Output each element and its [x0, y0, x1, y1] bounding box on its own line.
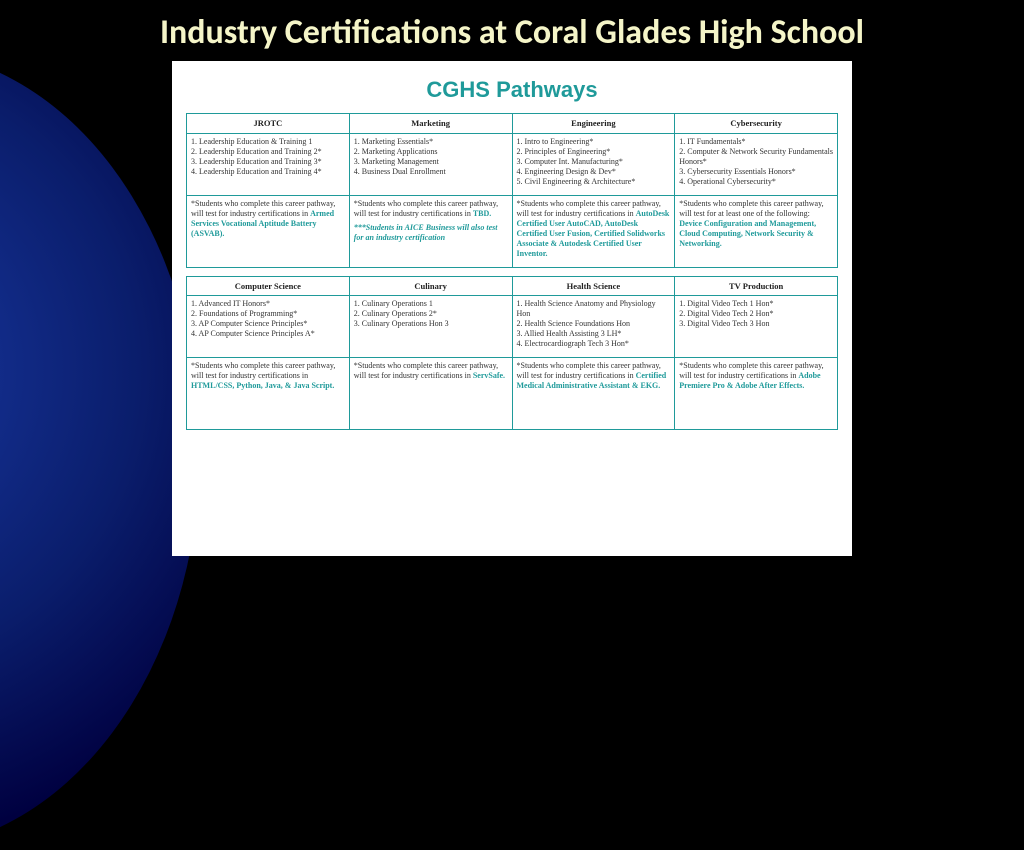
- pathway-certification: *Students who complete this career pathw…: [512, 358, 675, 430]
- card-title: CGHS Pathways: [186, 71, 838, 113]
- pathway-courses: 1. Health Science Anatomy and Physiology…: [512, 296, 675, 358]
- pathway-header: Marketing: [349, 114, 512, 134]
- content-card: CGHS Pathways JROTCMarketingEngineeringC…: [172, 61, 852, 556]
- pathway-certification: *Students who complete this career pathw…: [349, 358, 512, 430]
- pathways-table-row1: JROTCMarketingEngineeringCybersecurity 1…: [186, 113, 838, 268]
- pathway-courses: 1. Intro to Engineering*2. Principles of…: [512, 133, 675, 195]
- pathway-header: Cybersecurity: [675, 114, 838, 134]
- pathway-courses: 1. Marketing Essentials*2. Marketing App…: [349, 133, 512, 195]
- pathway-courses: 1. Leadership Education & Training 12. L…: [187, 133, 350, 195]
- pathway-courses: 1. IT Fundamentals*2. Computer & Network…: [675, 133, 838, 195]
- pathway-header: Engineering: [512, 114, 675, 134]
- pathway-courses: 1. Advanced IT Honors*2. Foundations of …: [187, 296, 350, 358]
- slide-title: Industry Certifications at Coral Glades …: [0, 0, 1024, 61]
- pathway-certification: *Students who complete this career pathw…: [512, 195, 675, 267]
- pathway-courses: 1. Digital Video Tech 1 Hon*2. Digital V…: [675, 296, 838, 358]
- pathways-table-row2: Computer ScienceCulinaryHealth ScienceTV…: [186, 276, 838, 431]
- pathway-certification: *Students who complete this career pathw…: [675, 195, 838, 267]
- background-arc: [0, 50, 200, 850]
- pathway-header: Health Science: [512, 276, 675, 296]
- pathway-certification: *Students who complete this career pathw…: [187, 358, 350, 430]
- pathway-header: TV Production: [675, 276, 838, 296]
- pathway-certification: *Students who complete this career pathw…: [187, 195, 350, 267]
- pathway-header: Culinary: [349, 276, 512, 296]
- pathway-certification: *Students who complete this career pathw…: [675, 358, 838, 430]
- pathway-courses: 1. Culinary Operations 12. Culinary Oper…: [349, 296, 512, 358]
- pathway-certification: *Students who complete this career pathw…: [349, 195, 512, 267]
- pathway-header: Computer Science: [187, 276, 350, 296]
- pathway-header: JROTC: [187, 114, 350, 134]
